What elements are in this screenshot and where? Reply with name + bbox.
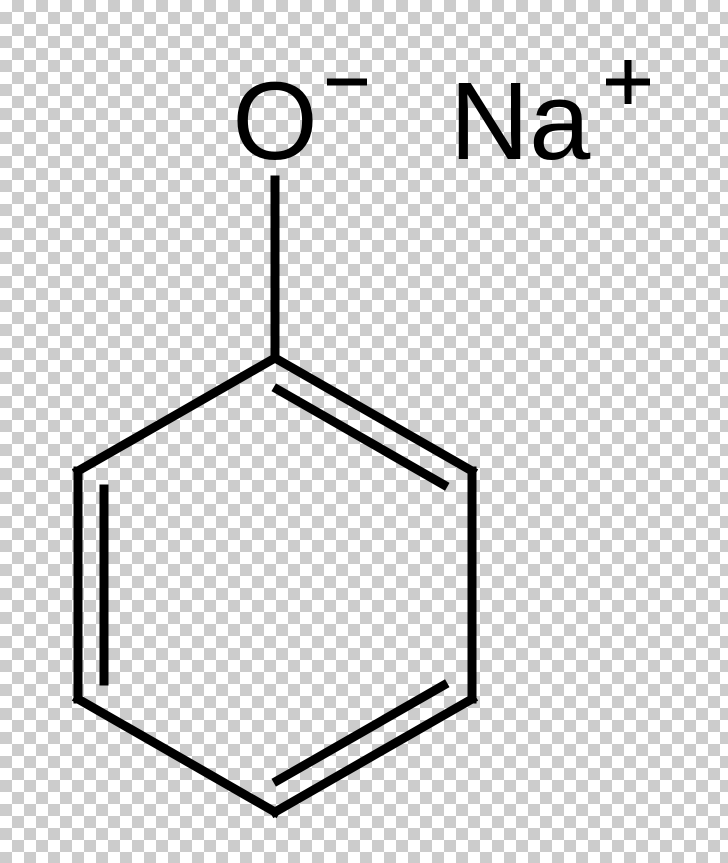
- benzene-ring: [78, 358, 472, 812]
- positive-charge-icon: [606, 60, 650, 104]
- oxygen-label: O: [232, 60, 367, 183]
- structure-svg: O Na: [0, 0, 728, 863]
- sodium-label: Na: [450, 60, 650, 183]
- oxygen-symbol: O: [232, 60, 318, 183]
- sodium-symbol: Na: [450, 60, 591, 183]
